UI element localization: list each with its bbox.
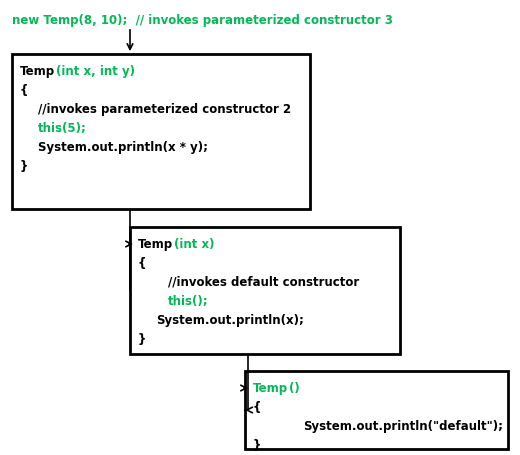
Text: this(5);: this(5); <box>38 122 87 135</box>
Text: System.out.println(x);: System.out.println(x); <box>156 313 304 326</box>
Text: //invokes default constructor: //invokes default constructor <box>168 275 359 288</box>
Text: //invokes parameterized constructor 2: //invokes parameterized constructor 2 <box>38 103 291 116</box>
Text: (int x, int y): (int x, int y) <box>56 65 135 78</box>
Text: this();: this(); <box>168 294 209 307</box>
Text: Temp: Temp <box>138 238 173 250</box>
Bar <box>130 228 400 354</box>
Text: {: { <box>20 84 29 97</box>
Text: (int x): (int x) <box>174 238 215 250</box>
Text: new Temp(8, 10);  // invokes parameterized constructor 3: new Temp(8, 10); // invokes parameterize… <box>12 14 393 27</box>
Text: Temp: Temp <box>20 65 55 78</box>
Text: System.out.println(x * y);: System.out.println(x * y); <box>38 141 208 154</box>
Text: System.out.println("default");: System.out.println("default"); <box>303 419 503 432</box>
Bar <box>245 371 508 449</box>
Bar <box>12 55 310 210</box>
Text: Temp: Temp <box>253 381 288 394</box>
Text: }: } <box>253 438 262 451</box>
Text: }: } <box>20 160 29 172</box>
Text: {: { <box>253 400 262 413</box>
Text: (): () <box>289 381 300 394</box>
Text: }: } <box>138 332 146 345</box>
Text: {: { <box>138 257 146 269</box>
